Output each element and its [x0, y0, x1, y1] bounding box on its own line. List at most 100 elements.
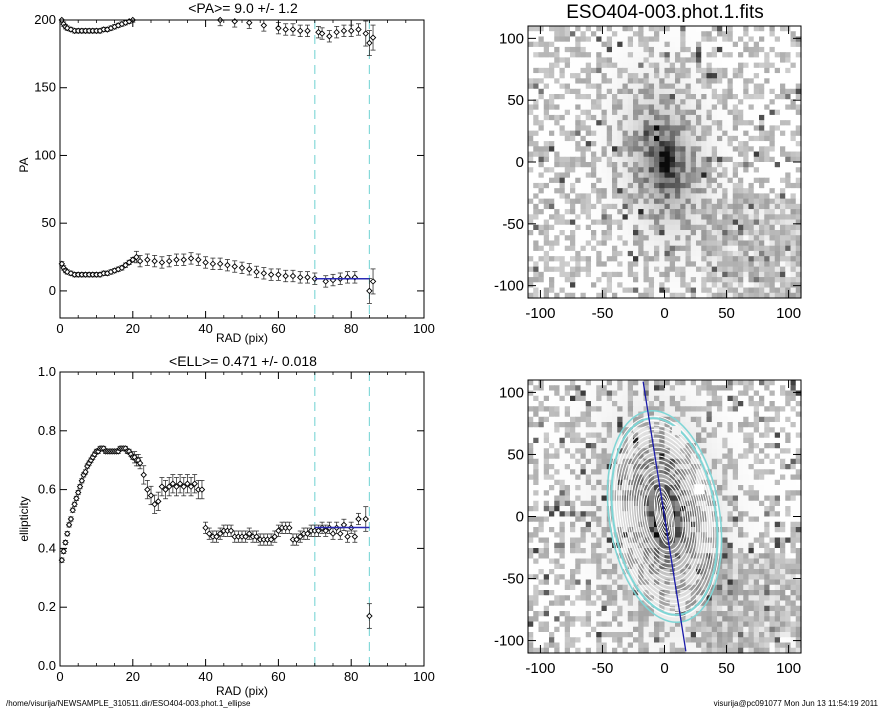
galaxy-image-pixel [570, 104, 576, 111]
galaxy-image-pixel [790, 172, 797, 179]
galaxy-image-pixel [648, 125, 655, 132]
isophote-overlay-pixel [564, 469, 571, 476]
galaxy-image-pixel [748, 130, 755, 137]
galaxy-image-pixel [732, 172, 739, 179]
isophote-overlay-pixel [680, 453, 687, 460]
isophote-overlay-pixel [543, 474, 550, 481]
galaxy-image-pixel [727, 287, 734, 294]
isophote-overlay-pixel [764, 495, 771, 502]
galaxy-image-pixel [554, 151, 561, 158]
galaxy-image-pixel [675, 214, 681, 221]
isophote-overlay-pixel [669, 401, 676, 407]
galaxy-image-pixel [795, 219, 802, 226]
galaxy-image-pixel [570, 230, 576, 236]
galaxy-image-pixel [785, 188, 792, 194]
galaxy-image-pixel [570, 46, 576, 53]
galaxy-image-pixel [769, 125, 776, 132]
pa-profile-data-point [366, 287, 373, 295]
galaxy-image-pixel [591, 182, 597, 189]
galaxy-image-pixel [748, 188, 755, 194]
isophote-overlay-pixel [627, 448, 634, 455]
pa-profile-data-point [195, 256, 202, 263]
galaxy-image-pixel [706, 167, 713, 174]
isophote-overlay-pixel [622, 500, 629, 507]
isophote-overlay-pixel [690, 380, 697, 386]
isophote-overlay-pixel [585, 437, 592, 444]
isophote-overlay-pixel [701, 506, 708, 512]
galaxy-image-pixel [538, 287, 545, 294]
isophote-overlay-pixel [764, 401, 771, 407]
ellipticity-profile-data-point [293, 536, 300, 543]
galaxy-image-pixel [591, 109, 597, 116]
galaxy-image-pixel [785, 109, 792, 116]
isophote-overlay-pixel [769, 416, 776, 423]
isophote-overlay-pixel [743, 422, 750, 428]
galaxy-image-pixel [680, 109, 687, 116]
galaxy-image-pixel [764, 104, 771, 111]
pa-profile-ylabel: PA [17, 157, 31, 172]
isophote-overlay-pixel [533, 485, 540, 491]
galaxy-image-pixel [585, 250, 592, 257]
galaxy-image-pixel [795, 104, 802, 111]
galaxy-image-pixel [790, 83, 797, 90]
isophote-overlay-pixel [622, 469, 629, 476]
galaxy-image-pixel [753, 214, 760, 221]
galaxy-image-pixel [533, 230, 540, 236]
galaxy-image-pixel [648, 198, 655, 205]
galaxy-image-pixel [696, 125, 702, 132]
pa-profile-data-point [267, 271, 275, 278]
galaxy-image-pixel [585, 219, 592, 226]
galaxy-image-pixel [790, 188, 797, 194]
galaxy-image-pixel [774, 109, 781, 116]
galaxy-image-pixel [738, 151, 744, 158]
galaxy-image-pixel [538, 230, 545, 236]
galaxy-image-pixel [701, 57, 708, 64]
galaxy-image-pixel [759, 188, 765, 194]
galaxy-image-pixel [727, 57, 734, 64]
galaxy-image-pixel [585, 240, 592, 247]
galaxy-image-pixel [738, 177, 744, 184]
isophote-overlay-pixel [627, 390, 634, 397]
galaxy-image-pixel [528, 271, 534, 278]
galaxy-image-xtick-label: -50 [592, 305, 614, 322]
galaxy-image-pixel [696, 230, 702, 236]
isophote-overlay-pixel [690, 458, 697, 465]
isophote-overlay-pixel [727, 443, 734, 449]
galaxy-image-pixel [685, 250, 692, 257]
galaxy-image-pixel [580, 141, 587, 147]
galaxy-image-pixel [659, 256, 666, 262]
galaxy-image-pixel [790, 88, 797, 95]
isophote-overlay-pixel [580, 411, 587, 418]
galaxy-image-pixel [559, 277, 566, 283]
galaxy-image-pixel [696, 52, 702, 58]
ellipticity-profile-data-point [187, 483, 195, 490]
galaxy-image-pixel [701, 193, 708, 200]
isophote-overlay-pixel [706, 401, 713, 407]
galaxy-image-pixel [601, 292, 608, 299]
galaxy-image-pixel [549, 240, 555, 247]
galaxy-image-pixel [606, 261, 613, 268]
galaxy-image-pixel [680, 26, 687, 32]
galaxy-image-pixel [617, 214, 624, 221]
isophote-overlay-pixel [575, 479, 582, 486]
isophote-overlay-pixel [738, 401, 744, 407]
galaxy-image-pixel [722, 26, 729, 32]
isophote-overlay-pixel [785, 406, 792, 413]
galaxy-image-pixel [638, 250, 645, 257]
galaxy-image-pixel [680, 135, 687, 142]
isophote-overlay-pixel [528, 474, 534, 481]
galaxy-image-pixel [575, 88, 582, 95]
galaxy-image-pixel [769, 245, 776, 252]
galaxy-image-pixel [617, 209, 624, 215]
galaxy-image-pixel [722, 73, 729, 79]
galaxy-image-pixel [690, 67, 697, 74]
galaxy-image-pixel [638, 73, 645, 79]
isophote-overlay-pixel [648, 474, 655, 481]
isophote-overlay-pixel [601, 411, 608, 418]
galaxy-image-pixel [717, 36, 723, 43]
galaxy-image-pixel [543, 114, 550, 121]
galaxy-image-pixel [727, 261, 734, 268]
galaxy-image-pixel [654, 266, 660, 273]
galaxy-image-pixel [564, 240, 571, 247]
galaxy-image-pixel [638, 188, 645, 194]
